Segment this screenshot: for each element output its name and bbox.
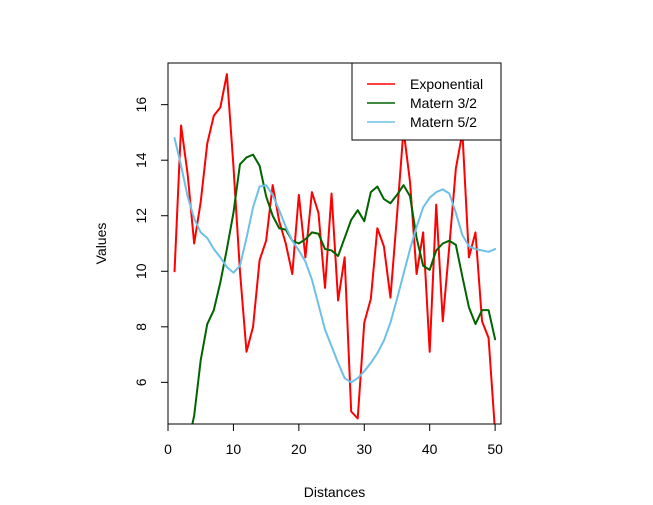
- y-tick-label: 16: [133, 97, 149, 113]
- y-axis-title: Values: [93, 223, 109, 265]
- y-tick-label: 10: [133, 263, 149, 279]
- x-tick-label: 20: [291, 441, 307, 457]
- series-layer: [173, 73, 497, 424]
- x-tick-label: 40: [422, 441, 438, 457]
- legend-box: [351, 62, 502, 141]
- y-tick-label: 14: [133, 152, 149, 168]
- series-line-1: [173, 73, 496, 424]
- x-tick-label: 10: [226, 441, 242, 457]
- x-axis-title: Distances: [304, 484, 365, 500]
- y-tick-label: 12: [133, 208, 149, 224]
- legend-label: Matern 3/2: [410, 95, 477, 111]
- x-axis: 0 10 20 30 40 50: [164, 423, 503, 457]
- legend: Exponential Matern 3/2 Matern 5/2: [351, 62, 502, 141]
- series-line-3: [173, 136, 497, 384]
- x-tick-label: 50: [487, 441, 503, 457]
- x-tick-label: 30: [356, 441, 372, 457]
- y-tick-label: 6: [133, 378, 149, 386]
- legend-label: Matern 5/2: [410, 114, 477, 130]
- y-axis: 6 8 10 12 14 16: [133, 97, 169, 386]
- series-line-2: [191, 153, 497, 424]
- legend-label: Exponential: [410, 76, 483, 92]
- x-tick-label: 0: [164, 441, 172, 457]
- y-tick-label: 8: [133, 323, 149, 331]
